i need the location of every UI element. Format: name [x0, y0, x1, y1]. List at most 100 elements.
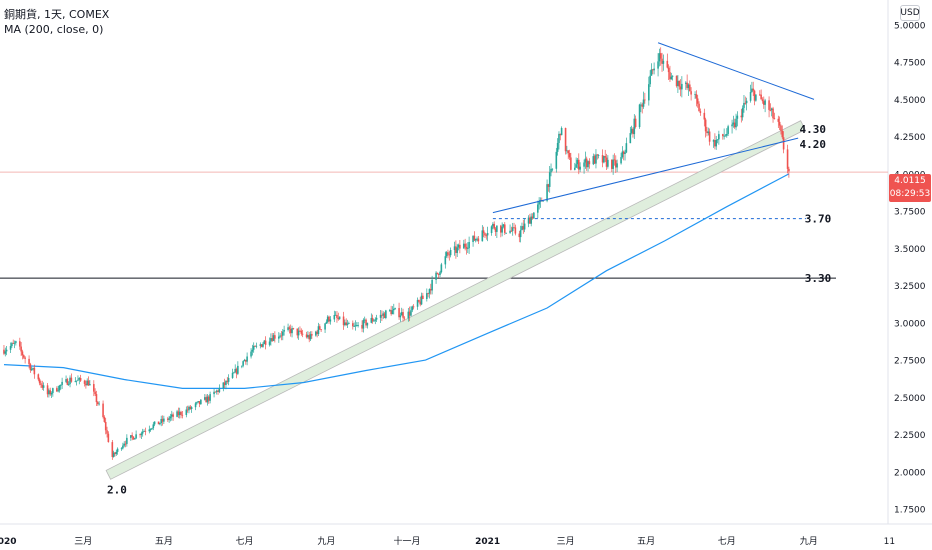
candle-body	[653, 68, 655, 71]
candle-body	[546, 184, 548, 201]
candle-body	[593, 156, 596, 164]
candle-body	[677, 80, 679, 87]
candle-body	[464, 243, 466, 247]
candle-body	[688, 84, 691, 92]
candle-body	[625, 143, 628, 153]
candle-body	[50, 392, 53, 395]
currency-button[interactable]: USD	[900, 5, 920, 21]
candle-body	[666, 60, 669, 68]
candle-body	[583, 162, 585, 167]
candle-body	[362, 319, 365, 329]
candle-body	[296, 328, 299, 336]
candle-body	[513, 227, 515, 229]
candle-body	[612, 159, 614, 169]
candle-body	[547, 184, 550, 187]
candle-body	[577, 159, 580, 170]
candle-body	[168, 418, 170, 420]
candle-body	[177, 411, 180, 416]
candle-body	[708, 131, 711, 142]
candle-body	[502, 224, 505, 227]
candle-body	[679, 86, 682, 90]
y-tick-label: 2.2500	[894, 431, 926, 441]
candle-body	[501, 226, 503, 233]
candle-body	[426, 293, 428, 300]
candle-body	[246, 356, 248, 362]
candle-body	[496, 225, 498, 232]
candle-body	[592, 156, 595, 165]
candle-body	[778, 121, 781, 126]
candle-body	[733, 122, 736, 128]
candle-body	[588, 161, 591, 165]
candle-body	[712, 140, 715, 142]
candle-body	[777, 118, 780, 122]
candle-body	[325, 321, 328, 324]
candle-body	[519, 230, 522, 238]
candle-body	[736, 115, 739, 119]
candle-body	[782, 137, 785, 150]
candle-body	[41, 384, 44, 388]
candle-body	[686, 82, 688, 89]
candle-body	[268, 341, 271, 345]
candle-body	[456, 247, 459, 253]
candle-body	[379, 314, 382, 318]
candle-body	[151, 428, 153, 430]
candle-body	[348, 323, 350, 325]
candle-body	[522, 226, 525, 230]
candle-body	[250, 351, 252, 357]
candle-body	[548, 172, 551, 187]
candle-body	[731, 124, 733, 127]
candle-body	[215, 390, 218, 392]
candle-body	[482, 230, 485, 234]
candle-body	[463, 243, 465, 249]
candle-body	[537, 204, 539, 213]
candle-body	[370, 317, 373, 323]
candle-body	[345, 322, 348, 325]
candle-body	[149, 429, 152, 430]
candle-body	[550, 168, 552, 173]
candle-body	[106, 430, 108, 434]
candle-body	[745, 100, 748, 104]
candle-body	[638, 104, 641, 128]
candle-body	[640, 104, 642, 106]
candle-body	[511, 227, 514, 232]
candle-body	[453, 246, 456, 250]
candle-body	[178, 411, 181, 416]
candle-body	[574, 167, 576, 170]
candle-body	[714, 140, 716, 147]
candle-body	[20, 346, 22, 352]
candle-body	[741, 107, 744, 118]
candle-body	[651, 69, 654, 71]
candle-body	[260, 344, 263, 347]
candle-body	[334, 314, 337, 316]
candle-body	[300, 330, 303, 334]
candle-body	[649, 75, 651, 85]
candle-body	[373, 320, 375, 322]
candle-body	[400, 312, 403, 316]
candle-body	[568, 153, 571, 158]
candle-body	[308, 335, 311, 340]
symbol-title[interactable]: 銅期貨, 1天, COMEX	[4, 8, 110, 21]
candle-body	[595, 154, 597, 164]
candle-body	[222, 382, 225, 389]
candle-body	[634, 118, 637, 128]
candle-body	[509, 230, 511, 233]
candle-body	[481, 230, 484, 242]
candle-body	[484, 233, 486, 236]
candle-body	[251, 349, 254, 352]
candle-body	[169, 416, 172, 419]
y-tick-label: 2.5000	[894, 394, 926, 404]
candle-body	[613, 159, 616, 161]
ma-indicator-label[interactable]: MA (200, close, 0)	[4, 23, 104, 36]
candle-body	[70, 377, 73, 382]
candle-body	[217, 390, 219, 393]
candle-body	[551, 168, 554, 170]
candle-body	[353, 326, 355, 327]
candle-body	[419, 301, 422, 305]
candle-body	[207, 396, 210, 401]
candle-body	[66, 379, 69, 385]
candle-body	[760, 94, 762, 100]
candle-body	[521, 226, 523, 231]
candle-body	[234, 368, 237, 373]
candle-body	[167, 418, 169, 420]
